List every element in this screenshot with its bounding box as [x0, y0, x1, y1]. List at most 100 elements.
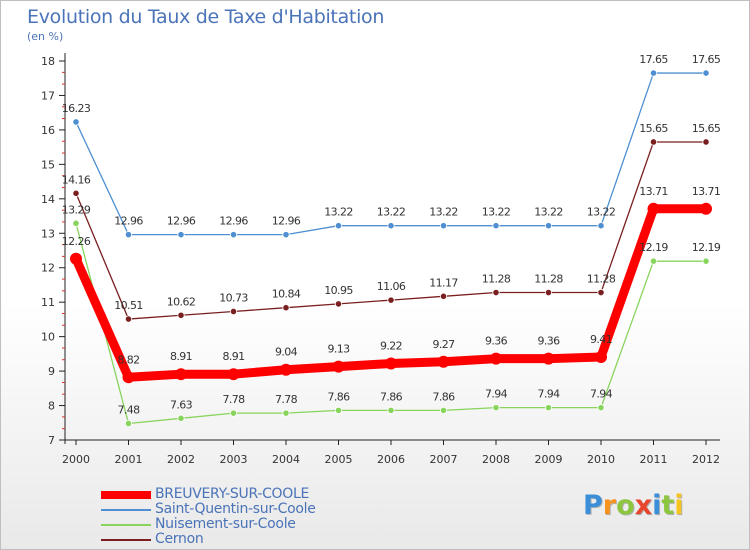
- series-point-1: [439, 222, 448, 230]
- legend: BREUVERY-SUR-COOLE Saint-Quentin-sur-Cool…: [101, 486, 421, 548]
- series-point-2: [597, 404, 605, 412]
- series-point-2: [124, 419, 133, 428]
- data-label-0: 13.71: [639, 185, 668, 198]
- data-label-0: 12.26: [62, 235, 91, 248]
- series-point-2: [387, 406, 395, 414]
- data-label-2: 7.63: [170, 398, 193, 411]
- logo-letter: t: [661, 490, 675, 521]
- x-tick-label: 2006: [377, 453, 405, 466]
- data-label-3: 15.65: [692, 122, 721, 135]
- series-point-1: [492, 222, 500, 230]
- series-point-1: [649, 69, 658, 77]
- data-label-1: 13.22: [429, 206, 458, 219]
- series-point-0: [280, 363, 292, 376]
- legend-item: Cernon: [101, 531, 421, 548]
- series-point-0: [70, 252, 82, 265]
- legend-swatch: [101, 509, 151, 511]
- series-point-0: [647, 202, 660, 215]
- series-point-3: [229, 307, 238, 316]
- data-label-2: 12.19: [639, 241, 668, 254]
- x-tick-label: 2003: [220, 453, 248, 466]
- data-label-1: 16.23: [62, 102, 91, 115]
- data-label-2: 7.94: [485, 388, 508, 401]
- series-point-1: [229, 231, 238, 239]
- data-label-2: 7.78: [275, 393, 298, 406]
- data-label-3: 11.17: [429, 276, 458, 289]
- series-point-0: [385, 357, 397, 370]
- series-point-1: [124, 231, 133, 239]
- data-label-2: 7.86: [380, 390, 403, 403]
- data-label-2: 13.29: [62, 203, 91, 216]
- series-point-3: [387, 296, 395, 304]
- x-tick-label: 2001: [115, 453, 143, 466]
- y-tick-label: 7: [48, 434, 55, 447]
- series-point-1: [387, 222, 395, 230]
- data-label-2: 7.86: [432, 390, 455, 403]
- series-point-1: [177, 231, 185, 239]
- y-tick-label: 8: [48, 400, 55, 413]
- series-point-1: [282, 231, 290, 239]
- data-label-1: 17.65: [692, 53, 721, 66]
- series-point-3: [649, 138, 658, 146]
- series-point-2: [544, 404, 553, 412]
- series-point-2: [492, 404, 500, 412]
- data-label-0: 8.82: [117, 353, 139, 366]
- series-point-1: [544, 222, 553, 230]
- series-point-1: [702, 69, 710, 77]
- series-point-3: [177, 311, 185, 319]
- logo-letter: i: [674, 490, 684, 521]
- legend-swatch: [101, 524, 151, 526]
- data-label-1: 12.96: [114, 215, 143, 228]
- data-label-0: 9.27: [432, 338, 455, 351]
- series-point-3: [597, 288, 605, 297]
- series-point-0: [700, 202, 712, 215]
- data-label-3: 10.73: [219, 291, 248, 304]
- data-label-3: 14.16: [62, 173, 91, 186]
- series-point-3: [72, 189, 80, 197]
- x-tick-label: 2002: [167, 453, 195, 466]
- x-tick-label: 2009: [535, 453, 563, 466]
- legend-swatch: [101, 491, 151, 499]
- legend-label: Cernon: [155, 531, 204, 547]
- data-label-0: 13.71: [692, 185, 721, 198]
- x-tick-label: 2010: [587, 453, 615, 466]
- series-point-0: [437, 355, 450, 368]
- data-label-2: 7.78: [222, 393, 245, 406]
- series-point-2: [282, 409, 290, 417]
- series-point-3: [492, 288, 500, 297]
- y-tick-label: 12: [41, 262, 55, 275]
- y-tick-label: 17: [41, 89, 55, 102]
- series-point-2: [439, 406, 448, 414]
- logo-letter: P: [583, 490, 603, 521]
- data-label-1: 17.65: [639, 53, 668, 66]
- data-label-1: 13.22: [482, 206, 511, 219]
- series-point-3: [702, 138, 710, 146]
- data-label-0: 9.04: [275, 346, 298, 359]
- data-label-3: 11.06: [377, 280, 406, 293]
- x-tick-label: 2007: [430, 453, 458, 466]
- series-point-3: [334, 300, 343, 308]
- series-point-2: [229, 409, 238, 417]
- series-point-2: [177, 414, 185, 422]
- series-point-1: [334, 222, 343, 230]
- logo-letter: i: [652, 490, 662, 521]
- x-tick-label: 2008: [482, 453, 510, 466]
- y-tick-label: 18: [41, 55, 55, 68]
- proxiti-logo: Proxiti: [583, 490, 684, 521]
- x-tick-label: 2011: [640, 453, 668, 466]
- logo-letter: o: [616, 490, 635, 521]
- data-label-0: 8.91: [222, 350, 244, 363]
- data-label-0: 9.22: [380, 340, 402, 353]
- data-label-3: 11.28: [482, 273, 511, 286]
- data-label-0: 9.36: [485, 335, 508, 348]
- data-label-2: 12.19: [692, 241, 721, 254]
- series-point-1: [597, 222, 605, 230]
- data-label-3: 10.84: [272, 288, 301, 301]
- series-point-2: [334, 406, 343, 414]
- series-point-2: [702, 257, 710, 265]
- data-label-2: 7.86: [327, 390, 350, 403]
- x-tick-label: 2005: [325, 453, 353, 466]
- legend-label: Saint-Quentin-sur-Coole: [155, 501, 316, 517]
- y-tick-label: 16: [41, 124, 55, 137]
